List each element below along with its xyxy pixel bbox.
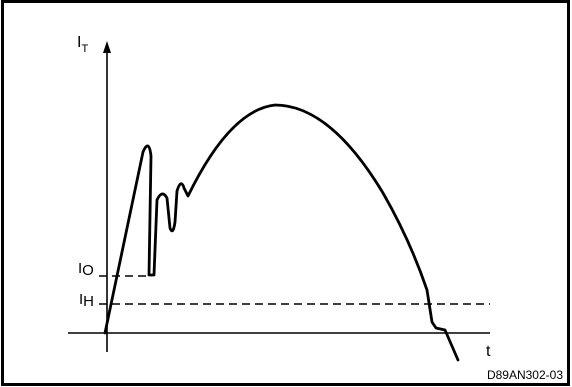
current-curve [103, 103, 460, 362]
y-axis-label: IT [77, 34, 88, 55]
ih-label: IH [79, 291, 94, 310]
figure-reference: D89AN302-03 [487, 368, 563, 382]
current-axis-arrow [103, 41, 111, 53]
io-label: IO [78, 260, 94, 279]
x-axis-label: t [486, 343, 491, 360]
